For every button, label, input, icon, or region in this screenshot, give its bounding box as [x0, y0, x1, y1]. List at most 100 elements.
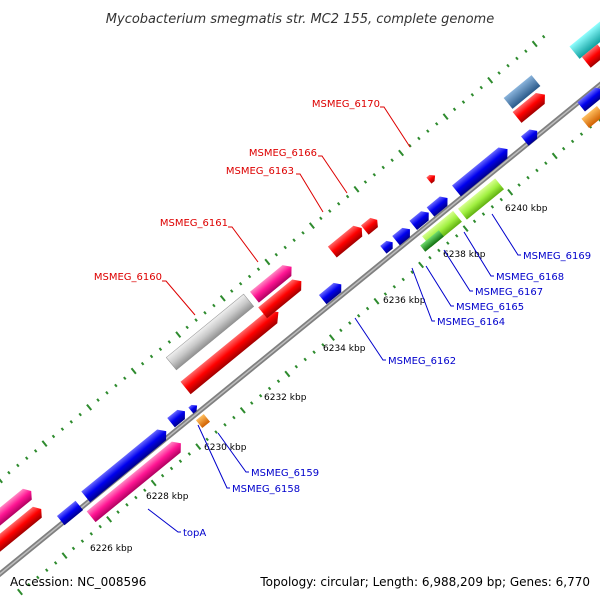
bottom-gene-labels: topA MSMEG_6158 MSMEG_6159 MSMEG_6162 MS…: [183, 251, 591, 539]
gene-MSMEG_6169[interactable]: [521, 126, 541, 146]
inner-scale-dot: [232, 415, 236, 420]
label-MSMEG_6164[interactable]: MSMEG_6164: [437, 317, 505, 328]
label-topA[interactable]: topA: [183, 528, 206, 539]
outer-scale-dot: [114, 383, 118, 388]
inner-scale-dot: [328, 334, 335, 341]
gene-MSMEG_6161[interactable]: [249, 261, 296, 303]
outer-scale-dot: [452, 107, 457, 112]
inner-scale-dot: [499, 197, 503, 202]
gene-MSMEG_6158[interactable]: [81, 426, 170, 503]
accession-text: Accession: NC_008596: [10, 575, 146, 589]
gene-MSMEG_6160-a[interactable]: [165, 293, 255, 371]
inner-scale-dot: [143, 488, 147, 493]
inner-scale-dot: [27, 582, 31, 587]
gene-MSMEG_6164-small[interactable]: [380, 238, 396, 254]
outer-scale-dot: [185, 325, 189, 330]
inner-scale-dot: [348, 321, 352, 325]
scale-dots: [0, 34, 600, 596]
gene-MSMEG_6163[interactable]: [327, 223, 366, 258]
label-MSMEG_6166[interactable]: MSMEG_6166: [249, 148, 317, 159]
inner-scale-dot: [437, 248, 441, 253]
gene-MSMEG_6165-a[interactable]: [409, 208, 432, 230]
gene-MSMEG_6164-green[interactable]: [420, 230, 444, 252]
gene-MSMEG_6165-b[interactable]: [426, 193, 452, 217]
outer-scale-dot: [149, 354, 154, 359]
outer-scale-dot: [78, 412, 82, 417]
gene-MSMEG_6168[interactable]: [457, 178, 505, 220]
gene-right-edge-red[interactable]: [581, 44, 600, 68]
outer-scale-dot: [96, 398, 100, 402]
inner-scale-dot: [150, 479, 157, 487]
gene-red-top-inner[interactable]: [512, 89, 550, 123]
label-MSMEG_6158[interactable]: MSMEG_6158: [232, 484, 300, 495]
outer-scale-dot: [123, 376, 127, 381]
inner-scale-dot: [106, 515, 113, 523]
gene-right-edge-blue[interactable]: [577, 84, 600, 112]
gene-left-pink-outer[interactable]: [0, 486, 36, 535]
inner-scale-dot: [98, 524, 102, 529]
gene-MSMEG_6170[interactable]: [426, 172, 437, 184]
gene-top-right-cyan[interactable]: [569, 21, 600, 59]
inner-scale-dot: [267, 386, 272, 391]
outer-scale-dot: [506, 63, 510, 68]
gene-MSMEG_6162[interactable]: [318, 280, 345, 305]
outer-scale-dot: [353, 185, 360, 193]
gene-MSMEG_6159-blue[interactable]: [167, 407, 189, 428]
inner-scale-dot: [284, 370, 291, 378]
gene-MSMEG_6160-b[interactable]: [180, 306, 284, 395]
inner-scale-dot: [89, 532, 94, 536]
outer-scale-dot: [390, 158, 394, 163]
leader-MSMEG_6158: [197, 424, 230, 489]
label-MSMEG_6160[interactable]: MSMEG_6160: [94, 272, 162, 283]
inner-scale-dot: [125, 502, 129, 507]
gene-red-mid-inner[interactable]: [258, 276, 306, 319]
inner-scale-dot: [294, 364, 299, 369]
inner-scale-dot: [462, 225, 469, 232]
inner-scale-dot: [45, 568, 49, 572]
label-MSMEG_6165[interactable]: MSMEG_6165: [456, 302, 524, 313]
leader-MSMEG_6160: [162, 280, 196, 316]
gene-MSMEG_6164[interactable]: [392, 225, 414, 246]
gene-right-edge-orange[interactable]: [581, 106, 600, 128]
gene-MSMEG_6159-small[interactable]: [188, 402, 199, 414]
outer-scale-dot: [497, 71, 501, 75]
label-MSMEG_6169[interactable]: MSMEG_6169: [523, 251, 591, 262]
inner-scale-dot: [116, 510, 120, 514]
inner-scale-dot: [517, 183, 521, 187]
outer-scale-dot: [51, 434, 56, 439]
gene-left-red-inner[interactable]: [0, 504, 46, 553]
gene-top-right-steel[interactable]: [503, 75, 541, 109]
outer-scale-dot: [194, 318, 198, 322]
outer-scale-dot: [426, 129, 430, 133]
gene-MSMEG_6159[interactable]: [195, 413, 211, 429]
outer-scale-dot: [175, 331, 182, 338]
label-MSMEG_6167[interactable]: MSMEG_6167: [475, 287, 543, 298]
outer-scale-dot: [301, 231, 305, 235]
outer-scale-dot: [442, 113, 449, 120]
outer-scale-dot: [203, 311, 207, 315]
outer-scale-dot: [417, 136, 421, 141]
label-MSMEG_6163[interactable]: MSMEG_6163: [226, 166, 294, 177]
leader-MSMEG_6161: [228, 226, 259, 263]
gene-MSMEG_6158-pink[interactable]: [86, 438, 186, 523]
inner-scale-dot: [258, 393, 263, 398]
label-MSMEG_6161[interactable]: MSMEG_6161: [160, 218, 228, 229]
inner-scale-dot: [570, 139, 575, 144]
outer-scale-dot: [230, 289, 234, 293]
inner-scale-dot: [17, 588, 23, 596]
label-MSMEG_6168[interactable]: MSMEG_6168: [496, 272, 564, 283]
inner-scale-dot: [365, 306, 370, 311]
outer-scale-dot: [264, 258, 271, 266]
gene-topA[interactable]: [56, 500, 84, 526]
gene-MSMEG_6166[interactable]: [361, 215, 381, 235]
gene-MSMEG_6167[interactable]: [452, 144, 512, 197]
outer-scale-dot: [381, 165, 385, 170]
outer-scale-dot: [69, 420, 74, 424]
label-MSMEG_6162[interactable]: MSMEG_6162: [388, 356, 456, 367]
inner-scale-dot: [401, 277, 405, 282]
label-MSMEG_6159[interactable]: MSMEG_6159: [251, 468, 319, 479]
topology-text: Topology: circular; Length: 6,988,209 bp…: [259, 575, 590, 589]
bottom-leader-lines: [147, 213, 521, 533]
label-MSMEG_6170[interactable]: MSMEG_6170: [312, 99, 380, 110]
